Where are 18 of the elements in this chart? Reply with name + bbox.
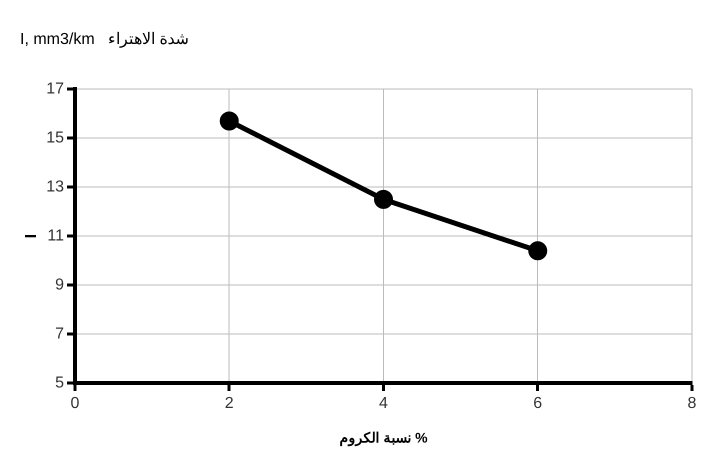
y-tick-label: 11 (47, 228, 64, 245)
y-tick-label: 17 (46, 80, 64, 98)
y-tick-label: 5 (55, 374, 64, 392)
point (528, 241, 548, 260)
point (220, 112, 239, 131)
y-tick-label: 9 (55, 276, 64, 294)
y-tick-label: 7 (55, 325, 64, 342)
x-tick-label: 8 (688, 395, 697, 412)
x-axis-title: نسبة الكروم % (339, 429, 428, 446)
y-axis-title: I (23, 234, 40, 238)
point (374, 190, 393, 209)
x-tick-label: 0 (70, 395, 80, 412)
x-tick-label: 6 (533, 395, 542, 412)
x-tick-label: 2 (224, 395, 234, 412)
x-tick-label: 4 (379, 395, 388, 412)
y-tick-label: 13 (46, 178, 64, 196)
chart-title: I, mm3/km شدة الاهتراء (20, 31, 188, 48)
y-tick-label: 15 (46, 130, 64, 147)
